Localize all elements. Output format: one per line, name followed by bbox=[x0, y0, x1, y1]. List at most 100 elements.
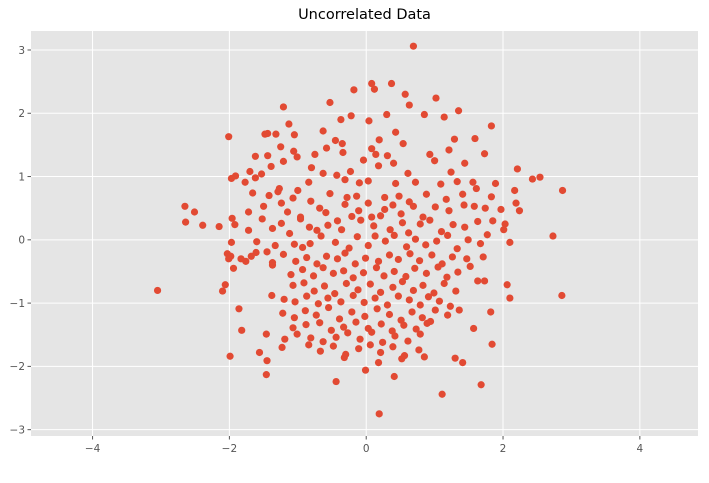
data-point bbox=[309, 272, 318, 280]
data-point bbox=[314, 300, 322, 308]
data-point bbox=[244, 226, 253, 234]
data-point bbox=[229, 264, 238, 272]
data-point bbox=[259, 202, 268, 210]
data-point bbox=[326, 98, 334, 107]
data-point bbox=[333, 171, 341, 179]
data-point bbox=[305, 341, 313, 349]
data-point bbox=[405, 101, 413, 109]
data-point bbox=[426, 150, 434, 158]
data-point bbox=[306, 240, 314, 248]
data-point bbox=[249, 189, 257, 197]
data-point bbox=[480, 277, 489, 285]
data-point bbox=[339, 148, 347, 157]
data-point bbox=[365, 117, 373, 125]
data-point bbox=[324, 294, 332, 302]
data-point bbox=[350, 86, 358, 94]
data-point bbox=[345, 244, 353, 252]
data-point bbox=[372, 150, 380, 158]
x-axis-ticks: −4 −2 0 2 4 bbox=[85, 436, 644, 455]
y-tick-label: −1 bbox=[10, 298, 25, 310]
data-point bbox=[402, 272, 410, 281]
data-point bbox=[263, 357, 271, 365]
data-point bbox=[408, 308, 416, 316]
data-point bbox=[466, 262, 474, 271]
data-point bbox=[452, 287, 460, 295]
data-point bbox=[311, 150, 319, 158]
data-point bbox=[371, 294, 379, 302]
data-point bbox=[264, 129, 272, 138]
data-point bbox=[293, 330, 301, 338]
data-point bbox=[488, 340, 496, 348]
y-tick-label: 2 bbox=[18, 108, 25, 120]
data-point bbox=[437, 180, 445, 188]
data-point bbox=[322, 209, 330, 217]
data-point bbox=[455, 306, 463, 314]
data-point bbox=[251, 174, 259, 182]
data-point bbox=[181, 202, 189, 210]
data-point bbox=[445, 146, 453, 154]
data-point bbox=[422, 269, 431, 277]
data-point bbox=[301, 307, 309, 315]
data-point bbox=[333, 255, 342, 263]
data-point bbox=[383, 110, 391, 119]
data-point bbox=[446, 302, 454, 310]
data-point bbox=[512, 199, 520, 207]
y-tick-label: 0 bbox=[18, 235, 25, 247]
data-point bbox=[394, 292, 402, 300]
data-point bbox=[399, 140, 407, 148]
data-point bbox=[528, 175, 537, 183]
data-point bbox=[231, 221, 239, 229]
data-point bbox=[357, 216, 365, 224]
data-point bbox=[434, 263, 442, 271]
data-point bbox=[368, 145, 376, 153]
data-point bbox=[370, 222, 378, 230]
data-point bbox=[405, 229, 413, 237]
data-point bbox=[409, 42, 418, 50]
data-point bbox=[307, 197, 315, 205]
data-point bbox=[463, 255, 471, 263]
data-point bbox=[444, 231, 452, 239]
data-point bbox=[225, 255, 233, 263]
data-point bbox=[443, 273, 451, 281]
data-point bbox=[215, 222, 223, 231]
data-point bbox=[310, 287, 318, 295]
data-point bbox=[268, 259, 277, 267]
data-point bbox=[411, 178, 420, 186]
data-point bbox=[374, 358, 383, 367]
data-point bbox=[226, 352, 234, 360]
data-point bbox=[343, 193, 351, 202]
data-point bbox=[182, 218, 190, 226]
data-point bbox=[397, 210, 405, 218]
data-point bbox=[277, 143, 285, 151]
data-point bbox=[511, 186, 519, 195]
data-point bbox=[337, 298, 345, 306]
data-point bbox=[474, 277, 482, 285]
data-point bbox=[428, 251, 436, 259]
data-point bbox=[391, 332, 399, 340]
data-point bbox=[294, 186, 302, 195]
data-point bbox=[262, 330, 270, 338]
data-point bbox=[368, 328, 376, 336]
data-point bbox=[341, 200, 349, 208]
data-point bbox=[268, 224, 277, 233]
data-point bbox=[513, 165, 521, 173]
data-point bbox=[279, 309, 287, 317]
data-point bbox=[395, 192, 403, 200]
data-point bbox=[225, 133, 233, 141]
data-point bbox=[387, 79, 396, 88]
data-point bbox=[506, 238, 514, 246]
x-tick-label: 0 bbox=[363, 443, 370, 455]
data-point bbox=[398, 355, 406, 363]
data-point bbox=[279, 250, 288, 258]
data-point bbox=[558, 291, 566, 300]
data-point bbox=[389, 283, 397, 291]
data-point bbox=[442, 195, 450, 203]
data-point bbox=[244, 208, 253, 216]
data-point bbox=[242, 257, 250, 265]
data-point bbox=[190, 208, 199, 216]
data-point bbox=[290, 147, 298, 155]
data-point bbox=[447, 168, 455, 176]
data-point bbox=[287, 271, 295, 279]
data-point bbox=[355, 345, 363, 353]
